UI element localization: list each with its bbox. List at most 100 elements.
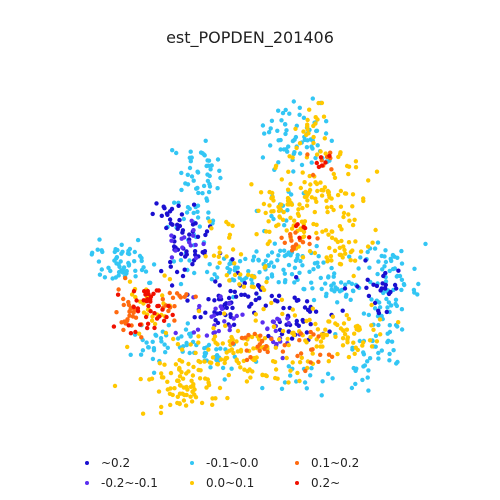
map-point	[160, 293, 165, 298]
map-point	[341, 328, 346, 333]
map-point	[145, 288, 150, 294]
map-point	[374, 339, 380, 344]
map-point	[191, 364, 196, 370]
map-point	[365, 249, 370, 255]
map-point	[117, 264, 122, 269]
map-point	[279, 297, 285, 302]
map-point	[119, 320, 124, 325]
map-point	[187, 165, 193, 171]
map-point	[329, 196, 334, 201]
map-point	[303, 368, 308, 374]
map-point	[240, 312, 245, 317]
map-title: est_POPDEN_201406	[166, 28, 334, 47]
map-point	[161, 204, 166, 209]
map-point	[288, 181, 293, 187]
map-point	[326, 192, 332, 198]
map-point	[271, 209, 276, 214]
map-point	[125, 344, 130, 350]
map-point	[209, 360, 214, 365]
map-point	[280, 355, 285, 361]
map-point	[279, 177, 284, 182]
map-point	[299, 162, 305, 168]
map-point	[324, 205, 330, 210]
map-point	[112, 383, 118, 389]
map-point	[201, 152, 207, 157]
map-point	[256, 208, 261, 213]
map-point	[160, 297, 165, 302]
map-point	[286, 342, 291, 348]
map-point	[151, 348, 157, 353]
map-point	[262, 346, 267, 352]
map-point	[266, 219, 271, 224]
map-point	[307, 107, 312, 112]
map-point	[143, 314, 149, 320]
map-point	[170, 295, 176, 300]
map-point	[352, 331, 357, 336]
map-point	[158, 336, 164, 341]
map-point	[353, 345, 358, 350]
map-point	[292, 218, 297, 223]
map-point	[314, 199, 319, 204]
map-point	[215, 186, 220, 191]
map-point	[335, 300, 340, 305]
map-point	[310, 306, 315, 311]
map-point	[324, 198, 329, 203]
map-point	[150, 339, 155, 344]
map-point	[180, 273, 186, 279]
map-point	[230, 257, 235, 262]
map-point	[169, 283, 175, 288]
map-point	[304, 386, 309, 391]
map-point	[187, 232, 192, 237]
map-point	[299, 355, 304, 360]
map-point	[307, 241, 312, 247]
map-point	[399, 307, 405, 312]
map-point	[269, 293, 274, 299]
map-point	[292, 265, 298, 270]
map-point	[373, 333, 379, 338]
map-point	[156, 303, 161, 309]
map-point	[318, 275, 323, 281]
map-point	[313, 155, 318, 161]
map-point	[353, 165, 359, 170]
map-point	[393, 297, 399, 302]
map-point	[387, 358, 392, 363]
map-point	[253, 297, 258, 303]
map-point	[298, 331, 304, 336]
map-point	[279, 235, 284, 240]
map-point	[321, 335, 326, 340]
map-point	[362, 363, 368, 368]
map-point	[180, 376, 186, 381]
map-point	[234, 313, 239, 319]
map-point	[381, 273, 386, 279]
map-point	[241, 284, 247, 289]
map-point	[310, 172, 316, 178]
map-point	[340, 255, 345, 260]
map-point	[384, 309, 389, 315]
map-point	[198, 368, 203, 373]
map-point	[218, 304, 223, 309]
map-point	[310, 286, 315, 291]
map-point	[182, 267, 187, 272]
map-point	[286, 364, 291, 369]
map-point	[218, 175, 223, 181]
map-point	[374, 169, 380, 174]
map-point	[179, 170, 184, 176]
map-point	[358, 255, 363, 260]
map-point	[392, 266, 398, 271]
map-point	[319, 393, 324, 398]
map-point	[150, 314, 155, 319]
map-point	[201, 241, 206, 247]
map-point	[224, 219, 229, 225]
map-point	[188, 149, 193, 154]
map-point	[191, 202, 197, 207]
map-point	[214, 347, 219, 352]
map-point	[188, 334, 193, 339]
map-point	[337, 289, 343, 294]
map-point	[216, 328, 221, 334]
map-point	[209, 226, 214, 231]
map-point	[168, 264, 173, 269]
map-point	[175, 394, 180, 399]
map-point	[311, 221, 316, 227]
map-point	[113, 247, 118, 252]
map-point	[227, 278, 232, 283]
